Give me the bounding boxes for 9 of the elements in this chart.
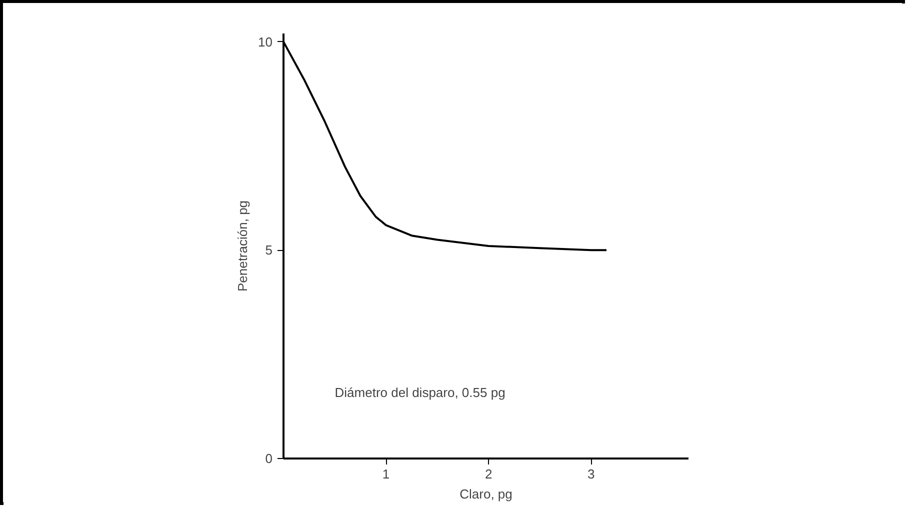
- y-axis-title: Penetración, pg: [235, 200, 250, 292]
- x-tick-label: 2: [484, 466, 492, 482]
- x-tick-label: 1: [382, 466, 390, 482]
- annotation: Diámetro del disparo, 0.55 pg: [334, 385, 506, 400]
- y-tick-label: 10: [258, 34, 273, 50]
- y-tick-label: 5: [265, 242, 273, 258]
- x-axis-title: Claro, pg: [460, 486, 512, 502]
- x-tick-label: 3: [587, 466, 595, 482]
- y-tick-label: 0: [265, 451, 273, 466]
